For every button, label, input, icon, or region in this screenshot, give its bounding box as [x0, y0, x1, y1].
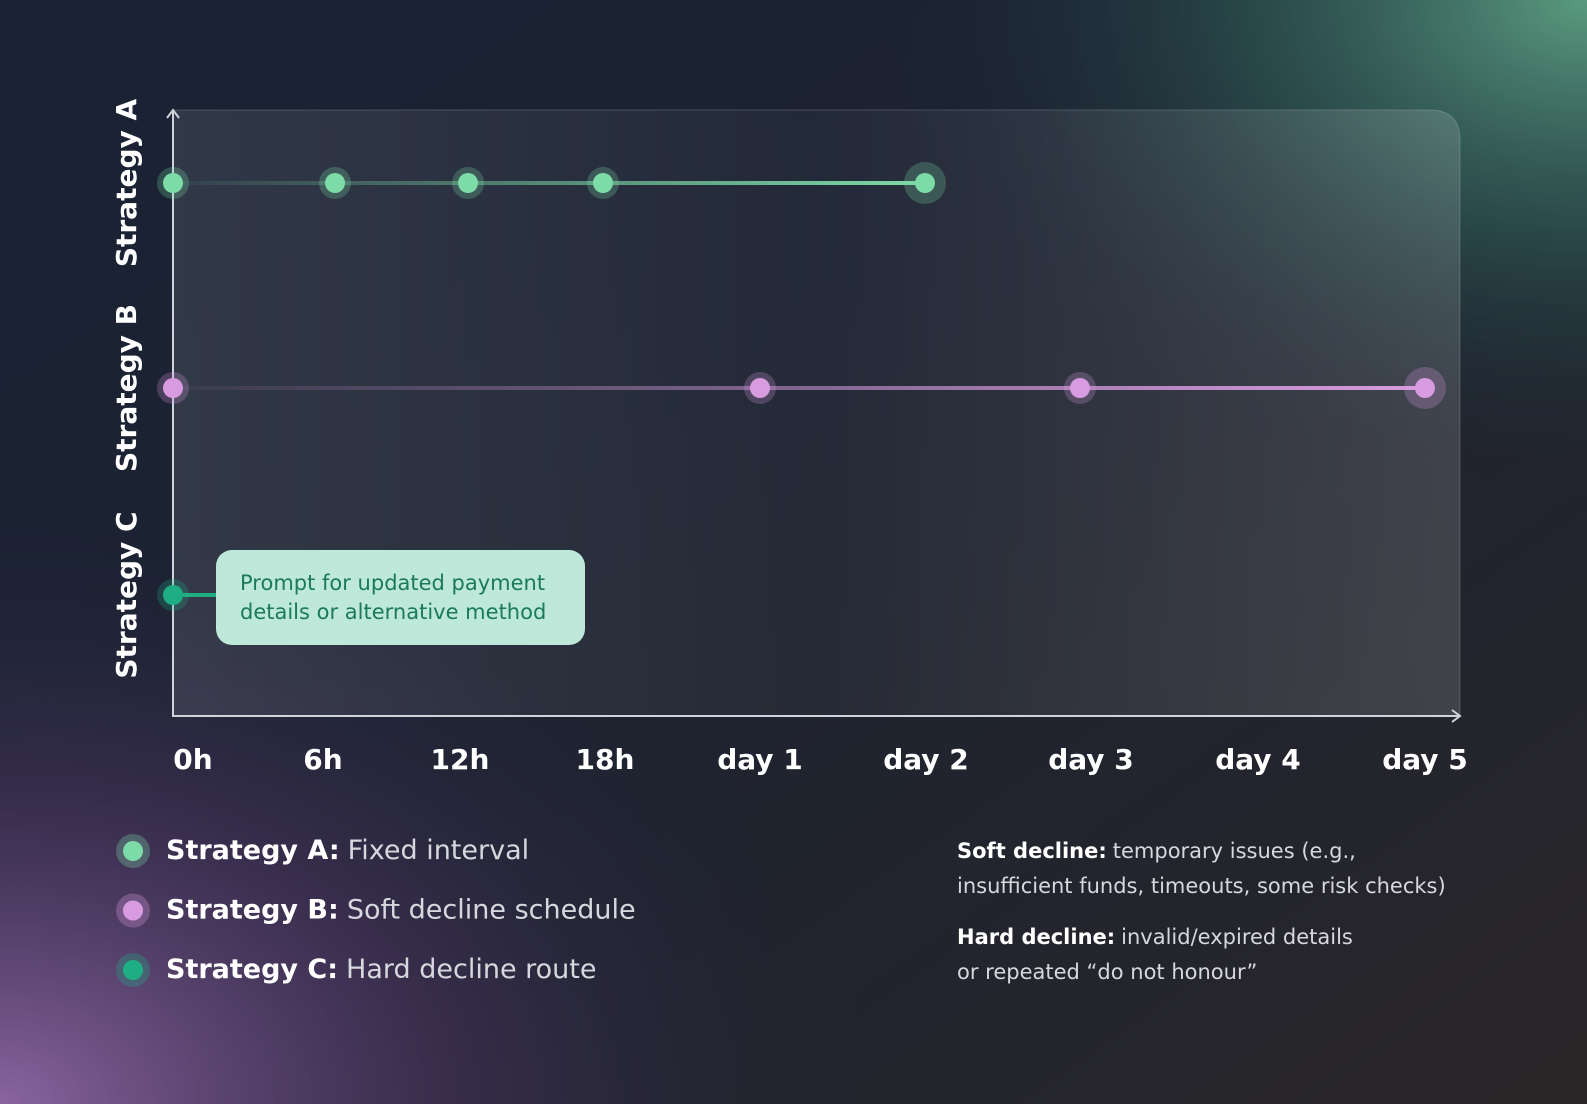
x-tick-label: day 4	[1215, 743, 1301, 776]
legend-entry: Strategy A: Fixed interval	[166, 835, 529, 866]
x-tick-label: 6h	[303, 743, 342, 776]
note-line: insufficient funds, timeouts, some risk …	[957, 874, 1446, 898]
axes	[172, 110, 1460, 717]
annotation-text: Prompt for updated payment	[240, 571, 545, 595]
legend-entry: Strategy B: Soft decline schedule	[166, 894, 636, 925]
x-tick-label: 18h	[576, 743, 635, 776]
y-label: Strategy B	[110, 304, 143, 472]
series-line	[173, 386, 1425, 390]
note-line: Soft decline: temporary issues (e.g.,	[957, 839, 1356, 863]
dot	[1415, 378, 1435, 398]
x-tick-label: day 1	[717, 743, 803, 776]
axis-arrows	[166, 108, 1462, 723]
x-tick-label: day 5	[1382, 743, 1468, 776]
x-tick-label: day 3	[1048, 743, 1134, 776]
legend-swatch	[123, 960, 143, 980]
note-label: Hard decline:	[957, 925, 1115, 949]
x-tick-label: day 2	[883, 743, 969, 776]
x-tick-label: 0h	[173, 743, 212, 776]
x-tick-label: 12h	[431, 743, 490, 776]
note-line: Hard decline: invalid/expired details	[957, 925, 1353, 949]
dot	[593, 173, 613, 193]
dot	[1070, 378, 1090, 398]
legend-label: Strategy C:	[166, 954, 338, 985]
annotation-text: details or alternative method	[240, 600, 546, 624]
legend-label: Strategy A:	[166, 835, 340, 866]
legend-text: Hard decline route	[346, 954, 596, 985]
y-label: Strategy A	[110, 99, 143, 268]
dot	[915, 173, 935, 193]
series-line	[173, 181, 925, 185]
dot	[750, 378, 770, 398]
note-text: or repeated “do not honour”	[957, 960, 1257, 984]
dot	[325, 173, 345, 193]
legend-text: Fixed interval	[348, 835, 530, 866]
note-label: Soft decline:	[957, 839, 1107, 863]
legend-swatch	[123, 841, 143, 861]
note-text: invalid/expired details	[1121, 925, 1353, 949]
legend-swatch	[123, 900, 143, 921]
legend-entry: Strategy C: Hard decline route	[166, 954, 596, 985]
annotation-box	[216, 550, 585, 645]
dot	[163, 585, 183, 605]
dot	[163, 173, 183, 193]
note-text: insufficient funds, timeouts, some risk …	[957, 874, 1446, 898]
dot	[458, 173, 478, 193]
legend-text: Soft decline schedule	[347, 894, 636, 925]
note-line: or repeated “do not honour”	[957, 960, 1257, 984]
dot	[163, 378, 183, 398]
legend-label: Strategy B:	[166, 894, 339, 925]
y-label: Strategy C	[110, 511, 143, 678]
note-text: temporary issues (e.g.,	[1113, 839, 1356, 863]
